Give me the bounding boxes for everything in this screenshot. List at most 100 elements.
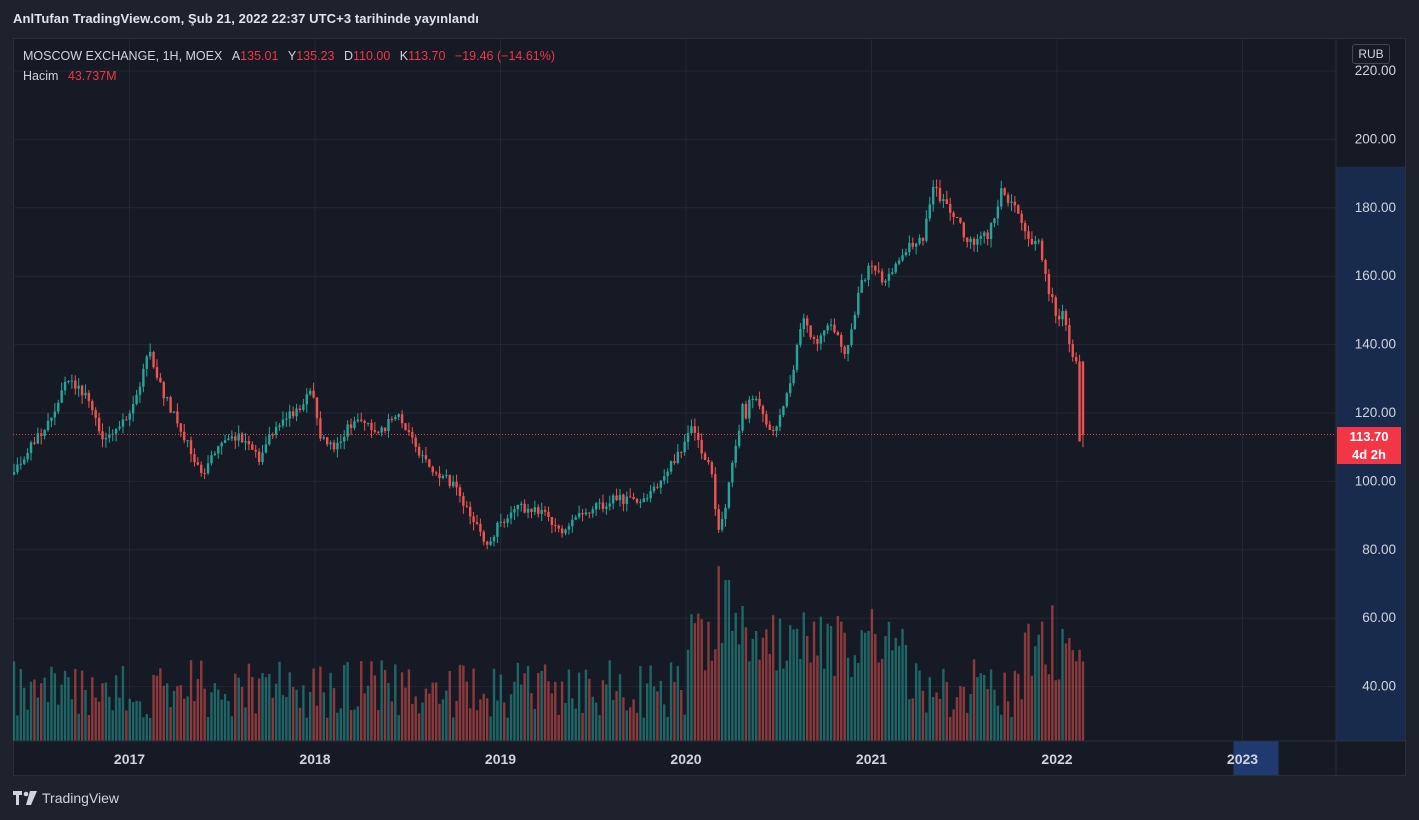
volume-bar: [33, 679, 36, 741]
candle-body: [1040, 240, 1044, 260]
candle-body: [503, 521, 506, 523]
volume-bar: [121, 666, 125, 741]
symbol-title[interactable]: MOSCOW EXCHANGE, 1H, MOEX: [23, 49, 223, 63]
volume-bar: [1078, 649, 1081, 741]
candle-body: [823, 330, 826, 336]
volume-bar: [952, 709, 955, 741]
candle-body: [291, 411, 295, 417]
candle-body: [550, 516, 554, 525]
candle-body: [731, 462, 734, 483]
x-tick-label: 2021: [856, 751, 887, 767]
volume-bar: [785, 660, 788, 741]
tradingview-logo[interactable]: TradingView: [13, 790, 119, 806]
candle-body: [121, 419, 125, 427]
candle-body: [765, 414, 768, 425]
volume-bar: [383, 669, 387, 741]
currency-button[interactable]: RUB: [1352, 44, 1390, 64]
volume-bar: [948, 716, 952, 741]
volume-bar: [193, 701, 196, 741]
volume-bar: [91, 677, 94, 741]
volume-bar: [479, 699, 482, 741]
volume-bar: [421, 702, 424, 741]
volume-bar: [1027, 623, 1030, 741]
volume-bar: [962, 686, 966, 741]
candle-body: [714, 474, 717, 510]
y-tick-label: 160.00: [1355, 268, 1396, 283]
tradingview-brand: TradingView: [42, 790, 120, 806]
volume-bar: [908, 699, 911, 741]
candle-body: [635, 498, 639, 503]
volume-bar: [268, 673, 271, 741]
volume-bar: [986, 689, 989, 741]
volume-bar: [628, 707, 632, 741]
candle-body: [1027, 231, 1030, 239]
candle-body: [397, 414, 400, 417]
volume-bar: [1010, 716, 1013, 741]
volume-bar: [792, 629, 795, 741]
candle-body: [581, 513, 584, 515]
candle-body: [809, 325, 812, 338]
volume-bar: [80, 670, 84, 741]
volume-bar: [560, 681, 564, 741]
candle-body: [486, 541, 489, 545]
volume-bar: [87, 715, 91, 741]
candle-body: [771, 429, 775, 432]
candle-body: [1081, 361, 1085, 435]
volume-bar: [274, 683, 278, 741]
candle-body: [952, 212, 955, 218]
candle-body: [203, 472, 206, 474]
candle-body: [966, 237, 969, 242]
volume-label[interactable]: Hacim: [23, 69, 59, 83]
volume-bar: [1044, 664, 1047, 741]
candle-body: [329, 442, 332, 445]
candle-body: [625, 496, 628, 504]
y-tick-label: 40.00: [1362, 679, 1396, 694]
volume-bar: [234, 673, 237, 741]
volume-bar: [771, 615, 775, 741]
candle-body: [40, 433, 43, 436]
volume-bar: [680, 689, 683, 741]
volume-bar: [1081, 661, 1085, 741]
candle-body: [33, 442, 36, 444]
candle-body: [1078, 361, 1081, 442]
volume-bar: [285, 696, 288, 741]
candle-body: [264, 444, 268, 453]
volume-bar: [533, 708, 537, 741]
candle-body: [727, 482, 731, 508]
candle-body: [428, 459, 431, 467]
candle-body: [530, 508, 533, 513]
candle-body: [533, 507, 537, 513]
candle-body: [983, 232, 986, 237]
candle-body: [13, 472, 16, 475]
candle-body: [50, 417, 53, 421]
volume-bar: [60, 684, 63, 741]
candle-body: [935, 186, 938, 189]
grid-layer: [13, 38, 1336, 741]
volume-bar: [1023, 632, 1027, 741]
candle-body: [594, 503, 598, 510]
candle-body: [744, 404, 748, 419]
volume-bar: [390, 701, 394, 741]
volume-bar: [663, 704, 666, 741]
volume-bar: [972, 659, 976, 741]
candle-body: [169, 397, 172, 413]
volume-bar: [305, 717, 308, 741]
volume-bar: [183, 698, 186, 741]
volume-bar: [894, 637, 897, 741]
candle-body: [281, 419, 285, 426]
volume-bar: [94, 697, 97, 741]
candle-body: [1051, 294, 1054, 298]
volume-bar: [904, 645, 908, 741]
volume-bar: [724, 580, 727, 741]
candle-body: [302, 404, 305, 410]
candle-body: [819, 335, 823, 344]
candle-body: [298, 408, 302, 410]
candle-body: [148, 351, 152, 357]
volume-bar: [67, 677, 70, 741]
candle-body: [948, 203, 952, 213]
candle-body: [734, 445, 737, 463]
candlestick-chart[interactable]: 40.00 60.00 80.00 100.00 120.00 140.00 160.00 1…: [13, 38, 1406, 776]
volume-bar: [291, 687, 295, 741]
x-tick-label: 2019: [485, 751, 516, 767]
x-tick-label: 2022: [1041, 751, 1072, 767]
